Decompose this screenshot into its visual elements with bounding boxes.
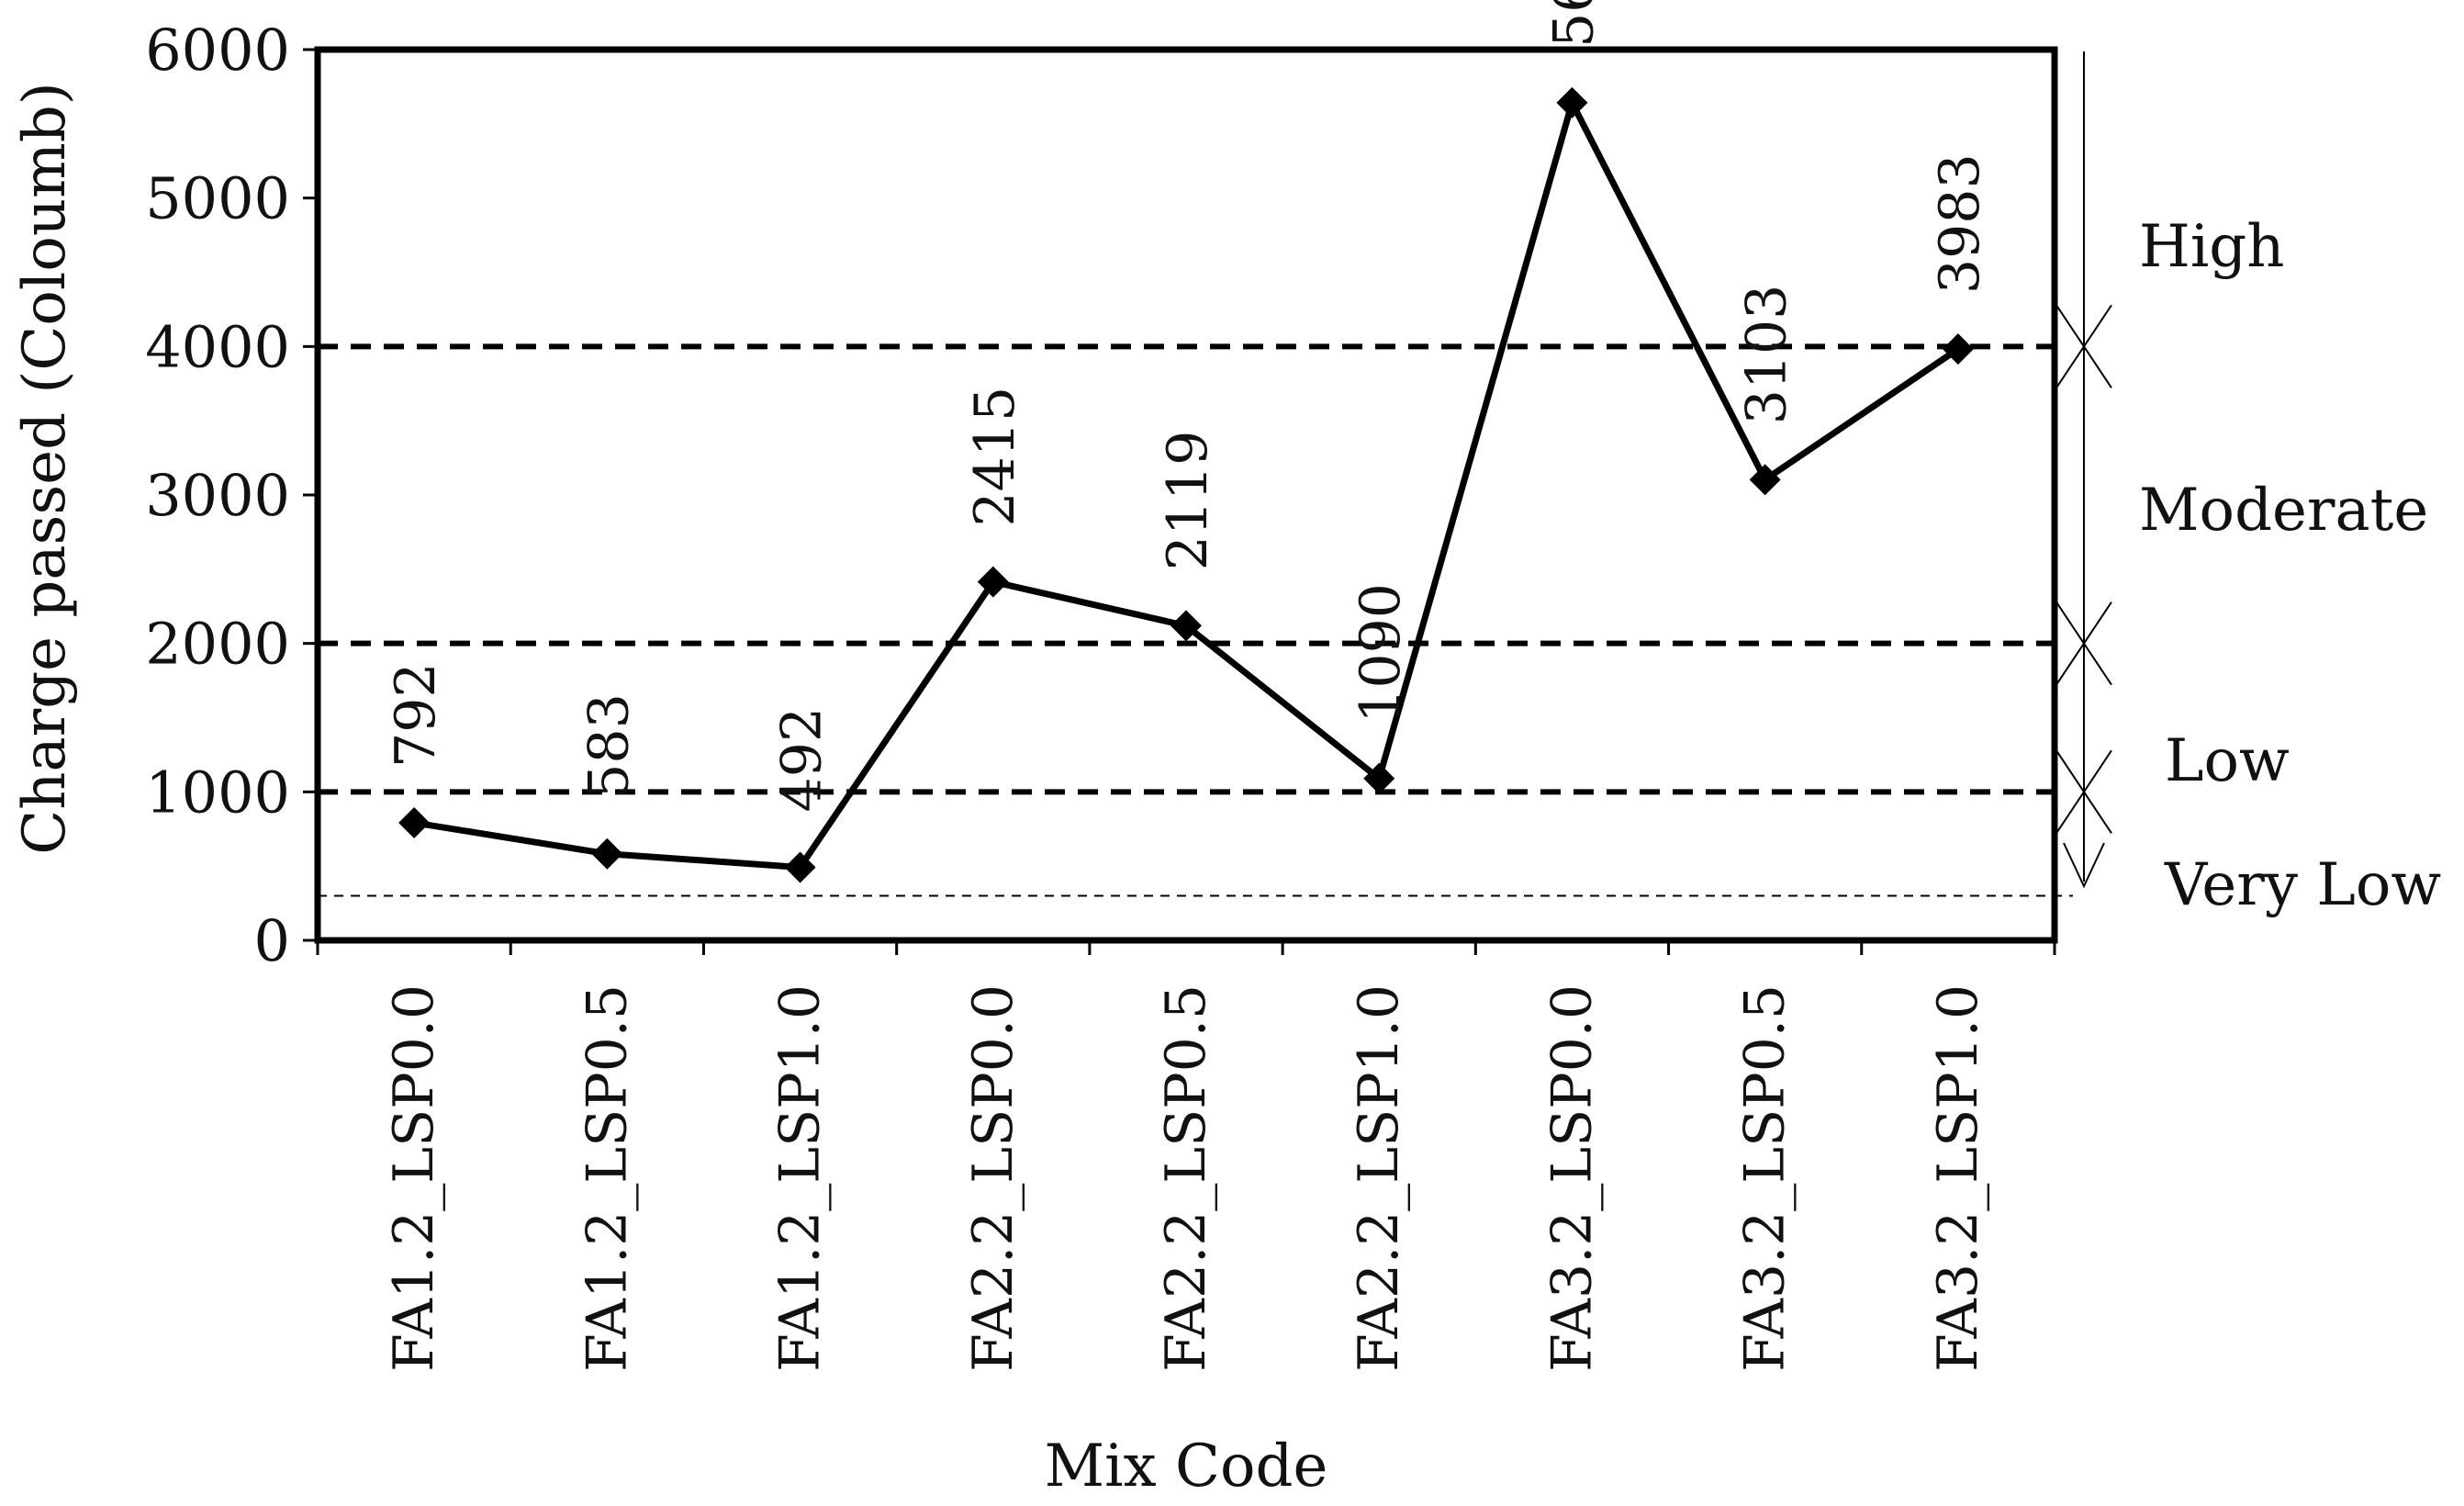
threshold-lines: [318, 343, 2073, 897]
zone-indicators: High Moderate Low Very Low: [2055, 51, 2441, 919]
x-tick-label: FA2.2_LSP0.5: [1154, 984, 1218, 1372]
data-label: 492: [770, 707, 834, 813]
data-label: 2119: [1156, 431, 1220, 571]
data-point: [1170, 610, 1202, 642]
data-series: [398, 86, 1974, 883]
zone-label: Very Low: [2164, 851, 2441, 919]
data-label: 583: [577, 693, 641, 799]
x-tick-label: FA2.2_LSP1.0: [1347, 984, 1411, 1372]
y-tick-label: 4000: [145, 313, 290, 380]
y-tick-label: 6000: [145, 17, 290, 84]
data-labels: 792 583 492 2415 2119 1090 5642 3103 3983: [384, 0, 1992, 812]
x-tick-label: FA3.2_LSP1.0: [1926, 984, 1990, 1372]
data-label: 5642: [1541, 0, 1606, 48]
x-tick-label: FA3.2_LSP0.5: [1733, 984, 1798, 1372]
y-tick-label: 5000: [145, 165, 290, 232]
x-axis: FA1.2_LSP0.0 FA1.2_LSP0.5 FA1.2_LSP1.0 FA2.…: [316, 940, 2056, 1372]
y-tick-label: 3000: [145, 462, 290, 529]
zone-boundary-marker: [2055, 304, 2112, 388]
data-label: 1090: [1349, 583, 1413, 724]
zone-label: Low: [2165, 727, 2290, 795]
y-tick-label: 2000: [145, 611, 290, 678]
data-point: [977, 566, 1009, 598]
y-tick-label: 0: [254, 907, 290, 974]
y-axis: 0 1000 2000 3000 4000 5000 6000: [145, 17, 318, 974]
x-tick-label: FA3.2_LSP0.0: [1540, 984, 1604, 1372]
zone-boundary-marker: [2055, 601, 2112, 686]
data-point: [1556, 86, 1588, 118]
data-point: [591, 837, 623, 870]
data-label: 792: [384, 662, 448, 768]
x-tick-label: FA2.2_LSP0.0: [961, 984, 1025, 1372]
data-label: 3983: [1928, 153, 1992, 294]
x-tick-label: FA1.2_LSP0.5: [575, 984, 639, 1372]
x-tick-label: FA1.2_LSP1.0: [768, 984, 833, 1372]
data-point: [1942, 333, 1974, 365]
data-label: 3103: [1735, 285, 1799, 425]
data-label: 2415: [963, 387, 1027, 527]
zone-arrow-head: [2063, 842, 2105, 889]
data-point: [1749, 464, 1781, 496]
data-point: [1363, 762, 1395, 794]
zone-label: Moderate: [2139, 477, 2428, 545]
x-tick-label: FA1.2_LSP0.0: [382, 984, 446, 1372]
data-point: [398, 806, 431, 838]
y-axis-title: Charge passed (Coloumb): [11, 82, 79, 854]
x-axis-title: Mix Code: [1045, 1433, 1328, 1500]
zone-boundary-marker: [2055, 749, 2112, 834]
data-point: [784, 851, 816, 883]
y-tick-label: 1000: [145, 759, 290, 826]
zone-label: High: [2139, 213, 2284, 281]
